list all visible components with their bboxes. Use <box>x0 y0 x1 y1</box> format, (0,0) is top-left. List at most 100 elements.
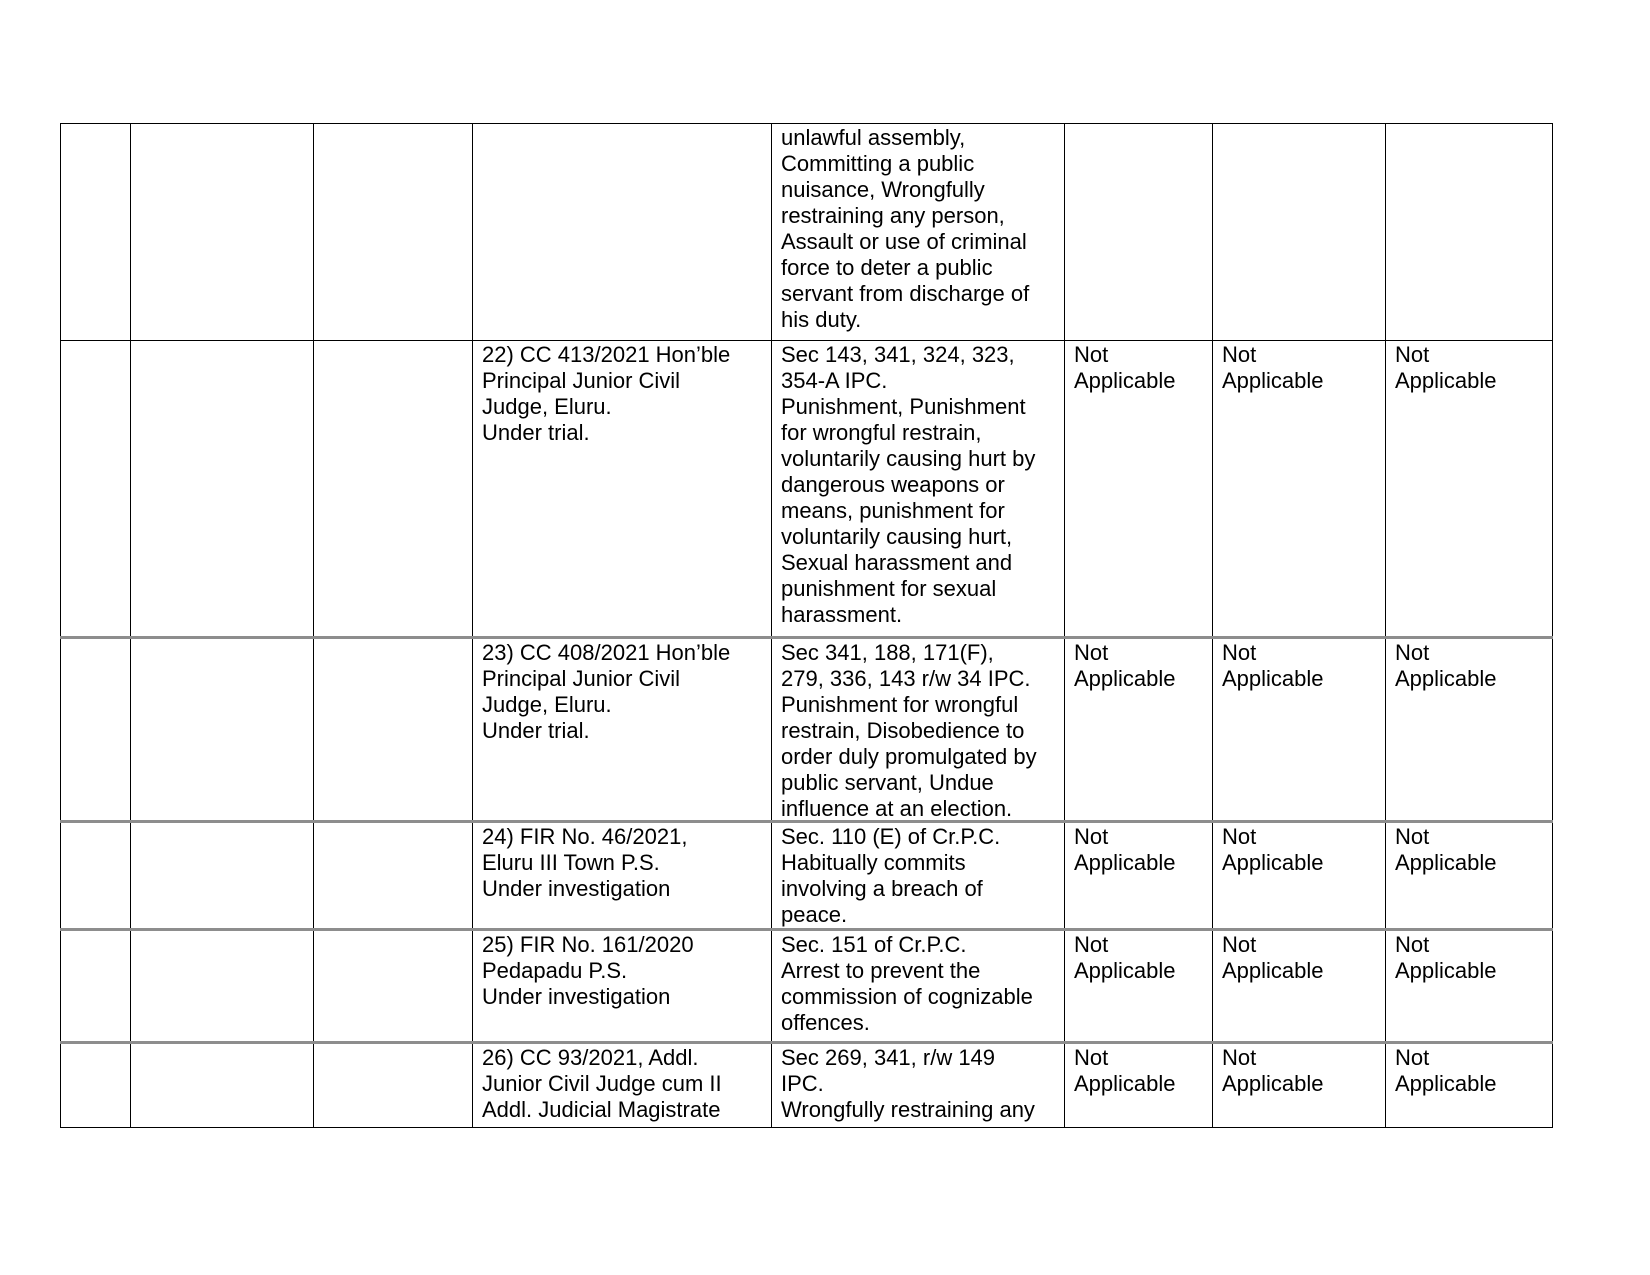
cell-case-details: 25) FIR No. 161/2020 Pedapadu P.S. Under… <box>472 928 772 1043</box>
cell-text <box>1065 124 1212 338</box>
cell-empty <box>313 820 473 930</box>
table-row-case-26: 26) CC 93/2021, Addl. Junior Civil Judge… <box>60 1041 1553 1128</box>
cell-text: 23) CC 408/2021 Hon’ble Principal Junior… <box>482 640 731 743</box>
cell-not-applicable-3: Not Applicable <box>1385 636 1553 822</box>
cell-not-applicable-1: Not Applicable <box>1064 1041 1213 1128</box>
cell-text <box>314 639 472 820</box>
cell-text <box>61 823 130 928</box>
cell-text: Not Applicable <box>1222 932 1324 983</box>
cell-text: 25) FIR No. 161/2020 Pedapadu P.S. Under… <box>482 932 694 1009</box>
cell-empty <box>130 340 314 638</box>
cell-serial-empty <box>60 123 131 341</box>
cell-sections-description: unlawful assembly, Committing a public n… <box>771 123 1065 341</box>
cell-text: Sec 143, 341, 324, 323, 354-A IPC. Punis… <box>781 342 1036 627</box>
cell-text <box>61 341 130 635</box>
cell-text <box>61 1044 130 1125</box>
cell-text: Sec. 110 (E) of Cr.P.C. Habitually commi… <box>781 824 1001 927</box>
cell-text: 24) FIR No. 46/2021, Eluru III Town P.S.… <box>482 824 688 901</box>
table-row-continuation: unlawful assembly, Committing a public n… <box>60 123 1553 341</box>
cell-empty <box>130 123 314 341</box>
cell-empty <box>313 636 473 822</box>
cell-text <box>131 1044 313 1125</box>
cell-text: Not Applicable <box>1222 824 1324 875</box>
cell-text <box>61 124 130 338</box>
cell-serial-empty <box>60 820 131 930</box>
cell-text: Sec 269, 341, r/w 149 IPC. Wrongfully re… <box>781 1045 1035 1122</box>
cell-text: Not Applicable <box>1395 640 1497 691</box>
cell-status-3 <box>1385 123 1553 341</box>
table-row-case-24: 24) FIR No. 46/2021, Eluru III Town P.S.… <box>60 820 1553 930</box>
cell-text: Not Applicable <box>1395 342 1497 393</box>
cell-text <box>314 823 472 928</box>
cell-text: Not Applicable <box>1395 824 1497 875</box>
cell-text <box>131 124 313 338</box>
cell-text: 26) CC 93/2021, Addl. Junior Civil Judge… <box>482 1045 722 1122</box>
table-row-case-22: 22) CC 413/2021 Hon’ble Principal Junior… <box>60 340 1553 638</box>
cell-not-applicable-2: Not Applicable <box>1212 340 1386 638</box>
cell-sections-description: Sec 341, 188, 171(F), 279, 336, 143 r/w … <box>771 636 1065 822</box>
cell-text: Not Applicable <box>1222 640 1324 691</box>
cell-not-applicable-3: Not Applicable <box>1385 1041 1553 1128</box>
cell-sections-description: Sec 143, 341, 324, 323, 354-A IPC. Punis… <box>771 340 1065 638</box>
cell-text <box>131 931 313 1041</box>
cell-empty <box>313 928 473 1043</box>
cell-text <box>61 639 130 820</box>
cell-text: 22) CC 413/2021 Hon’ble Principal Junior… <box>482 342 731 445</box>
cell-serial-empty <box>60 1041 131 1128</box>
cell-text: Not Applicable <box>1074 1045 1176 1096</box>
cell-empty <box>130 636 314 822</box>
cell-case-details: 26) CC 93/2021, Addl. Junior Civil Judge… <box>472 1041 772 1128</box>
cell-not-applicable-1: Not Applicable <box>1064 636 1213 822</box>
cell-not-applicable-2: Not Applicable <box>1212 1041 1386 1128</box>
table-row-case-25: 25) FIR No. 161/2020 Pedapadu P.S. Under… <box>60 928 1553 1043</box>
cell-text: Not Applicable <box>1074 824 1176 875</box>
cell-empty <box>130 820 314 930</box>
cell-not-applicable-3: Not Applicable <box>1385 928 1553 1043</box>
cell-not-applicable-3: Not Applicable <box>1385 820 1553 930</box>
cell-not-applicable-1: Not Applicable <box>1064 928 1213 1043</box>
cell-empty <box>313 123 473 341</box>
cell-serial-empty <box>60 636 131 822</box>
cell-sections-description: Sec. 110 (E) of Cr.P.C. Habitually commi… <box>771 820 1065 930</box>
cell-text <box>314 1044 472 1125</box>
cell-serial-empty <box>60 928 131 1043</box>
cell-text: Sec. 151 of Cr.P.C. Arrest to prevent th… <box>781 932 1033 1035</box>
cases-table: unlawful assembly, Committing a public n… <box>60 123 1553 1128</box>
cell-case-details <box>472 123 772 341</box>
cell-status-2 <box>1212 123 1386 341</box>
cell-text: Not Applicable <box>1395 932 1497 983</box>
table-row-case-23: 23) CC 408/2021 Hon’ble Principal Junior… <box>60 636 1553 822</box>
cell-sections-description: Sec 269, 341, r/w 149 IPC. Wrongfully re… <box>771 1041 1065 1128</box>
cell-text <box>473 124 771 338</box>
cell-text: Not Applicable <box>1222 1045 1324 1096</box>
cell-empty <box>130 928 314 1043</box>
cell-empty <box>313 1041 473 1128</box>
cell-text: Not Applicable <box>1074 640 1176 691</box>
cell-not-applicable-3: Not Applicable <box>1385 340 1553 638</box>
cell-text <box>314 931 472 1041</box>
cell-sections-description: Sec. 151 of Cr.P.C. Arrest to prevent th… <box>771 928 1065 1043</box>
cell-not-applicable-1: Not Applicable <box>1064 340 1213 638</box>
cell-empty <box>130 1041 314 1128</box>
cell-text: Not Applicable <box>1074 342 1176 393</box>
cell-text <box>1386 124 1552 338</box>
cell-status-1 <box>1064 123 1213 341</box>
cell-text: unlawful assembly, Committing a public n… <box>781 125 1030 332</box>
cell-text <box>131 341 313 635</box>
cell-not-applicable-2: Not Applicable <box>1212 820 1386 930</box>
cell-text <box>131 639 313 820</box>
cell-text <box>61 931 130 1041</box>
cell-empty <box>313 340 473 638</box>
cell-case-details: 22) CC 413/2021 Hon’ble Principal Junior… <box>472 340 772 638</box>
cell-case-details: 24) FIR No. 46/2021, Eluru III Town P.S.… <box>472 820 772 930</box>
cell-not-applicable-2: Not Applicable <box>1212 636 1386 822</box>
cell-not-applicable-1: Not Applicable <box>1064 820 1213 930</box>
cell-text: Not Applicable <box>1395 1045 1497 1096</box>
cell-text <box>314 341 472 635</box>
cell-not-applicable-2: Not Applicable <box>1212 928 1386 1043</box>
cell-text: Not Applicable <box>1222 342 1324 393</box>
cell-serial-empty <box>60 340 131 638</box>
cell-text <box>314 124 472 338</box>
cell-case-details: 23) CC 408/2021 Hon’ble Principal Junior… <box>472 636 772 822</box>
